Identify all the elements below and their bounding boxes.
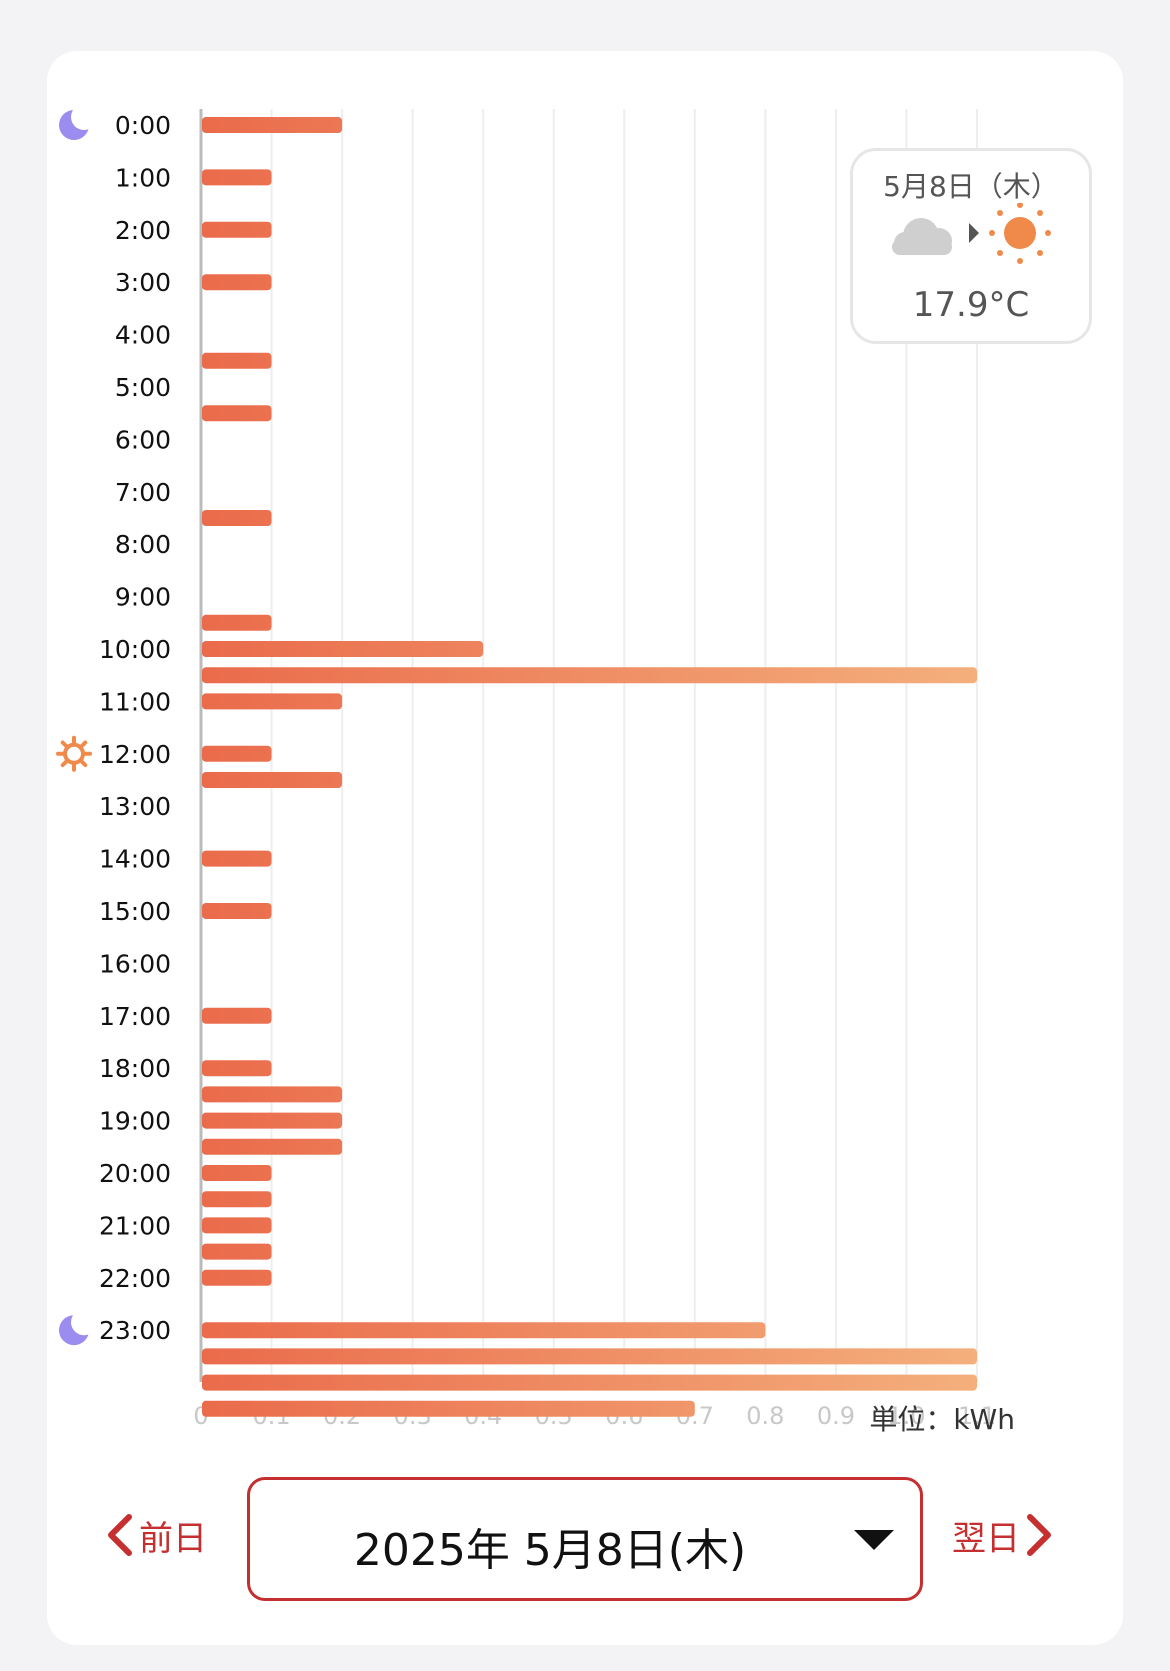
hour-label: 9:00 — [115, 583, 171, 612]
x-tick-label: 1.0 — [887, 1402, 925, 1430]
hour-label: 13:00 — [99, 792, 171, 821]
usage-bar[interactable] — [202, 745, 272, 762]
usage-bar[interactable] — [202, 510, 272, 526]
usage-bar[interactable] — [202, 614, 272, 631]
sun-icon — [989, 203, 1051, 264]
usage-bar[interactable] — [202, 1060, 272, 1077]
usage-bar[interactable] — [202, 1165, 272, 1181]
hour-label: 11:00 — [99, 687, 171, 716]
hour-label: 5:00 — [115, 373, 171, 402]
prev-day-button[interactable]: 前日 — [103, 1505, 207, 1565]
hour-label: 0:00 — [115, 111, 171, 140]
next-day-label: 翌日 — [952, 1518, 1020, 1559]
weather-temperature: 17.9°C — [912, 285, 1030, 325]
usage-card: 00.10.20.30.40.50.60.70.80.91.01.10:001:… — [47, 51, 1123, 1645]
x-tick-label: 0.9 — [817, 1402, 855, 1430]
hour-label: 7:00 — [115, 478, 171, 507]
hour-label: 20:00 — [99, 1159, 171, 1188]
weather-transition — [892, 203, 1051, 264]
usage-bar[interactable] — [202, 1138, 343, 1155]
hour-label: 16:00 — [99, 949, 171, 978]
weather-panel: 5月8日（木） 17.9°C — [850, 148, 1092, 344]
usage-bar[interactable] — [202, 1348, 977, 1365]
next-day-button[interactable]: 翌日 — [952, 1505, 1056, 1565]
hour-label: 4:00 — [115, 321, 171, 350]
hour-label: 8:00 — [115, 530, 171, 559]
usage-bar[interactable] — [202, 117, 343, 133]
prev-day-label: 前日 — [139, 1518, 207, 1559]
usage-bar[interactable] — [202, 1400, 695, 1417]
usage-bar[interactable] — [202, 1217, 272, 1234]
usage-bar[interactable] — [202, 641, 484, 657]
moon-icon — [59, 1315, 89, 1346]
hour-label: 10:00 — [99, 635, 171, 664]
usage-bar[interactable] — [202, 693, 343, 710]
hour-label: 2:00 — [115, 216, 171, 245]
sun-icon — [56, 735, 92, 772]
unit-label: 単位：kWh — [869, 1403, 1015, 1436]
hour-label: 23:00 — [99, 1316, 171, 1345]
hour-label: 18:00 — [99, 1054, 171, 1083]
usage-bar[interactable] — [202, 1374, 977, 1391]
hour-label: 19:00 — [99, 1107, 171, 1136]
moon-icon — [59, 110, 89, 140]
usage-bar[interactable] — [202, 1007, 272, 1024]
usage-bar[interactable] — [202, 274, 272, 291]
usage-bar[interactable] — [202, 850, 272, 867]
arrow-right-icon — [969, 223, 979, 243]
hour-label: 15:00 — [99, 897, 171, 926]
usage-bar[interactable] — [202, 1322, 766, 1339]
chevron-left-icon — [108, 1514, 132, 1556]
hour-label: 6:00 — [115, 425, 171, 454]
usage-bar[interactable] — [202, 903, 272, 919]
usage-bar[interactable] — [202, 1269, 272, 1286]
selected-date: 2025年 5月8日(木) — [353, 1525, 747, 1576]
usage-bar[interactable] — [202, 1191, 272, 1208]
hour-label: 22:00 — [99, 1264, 171, 1293]
date-dropdown[interactable]: 2025年 5月8日(木) — [247, 1477, 923, 1601]
date-navigation: 前日 翌日 — [0, 1475, 1170, 1601]
usage-bar[interactable] — [202, 772, 343, 788]
chevron-right-icon — [1027, 1514, 1051, 1556]
hour-label: 12:00 — [99, 740, 171, 769]
hour-label: 17:00 — [99, 1002, 171, 1031]
usage-bar[interactable] — [202, 405, 272, 422]
hour-label: 3:00 — [115, 268, 171, 297]
cloud-icon — [892, 218, 952, 255]
dropdown-caret-icon — [854, 1530, 894, 1550]
usage-bar[interactable] — [202, 221, 272, 238]
usage-bar[interactable] — [202, 352, 272, 369]
usage-bar[interactable] — [202, 1112, 343, 1129]
x-tick-label: 1.1 — [958, 1402, 996, 1430]
x-tick-label: 0.8 — [746, 1402, 784, 1430]
usage-bar[interactable] — [202, 1086, 343, 1103]
hour-label: 1:00 — [115, 163, 171, 192]
usage-bar[interactable] — [202, 1243, 272, 1260]
usage-bar[interactable] — [202, 169, 272, 186]
hour-label: 14:00 — [99, 845, 171, 874]
usage-bar[interactable] — [202, 667, 977, 684]
weather-date: 5月8日（木） — [883, 170, 1059, 203]
hour-label: 21:00 — [99, 1211, 171, 1240]
